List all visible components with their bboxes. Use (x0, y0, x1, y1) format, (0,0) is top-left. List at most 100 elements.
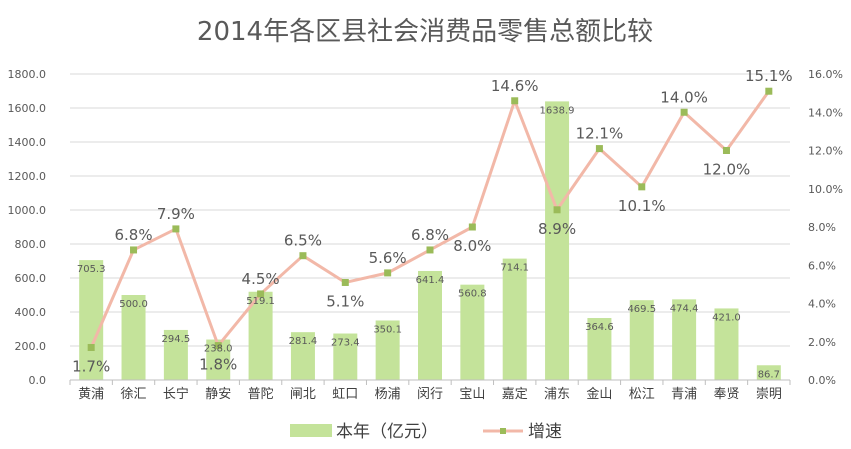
legend-bar-label: 本年（亿元） (336, 422, 438, 442)
x-tick-label: 闵行 (417, 387, 443, 402)
x-tick-label: 徐汇 (121, 387, 147, 402)
line-marker (341, 278, 349, 286)
x-tick-label: 崇明 (756, 387, 782, 402)
bar (460, 284, 485, 380)
line-marker (722, 147, 730, 154)
y-tick-label: 1000.0 (8, 204, 47, 217)
bar (121, 295, 146, 380)
x-tick-label: 黄浦 (78, 387, 104, 402)
line-data-label: 8.0% (453, 237, 491, 255)
line-marker (553, 206, 561, 214)
y-tick-label: 200.0 (15, 340, 47, 353)
line-marker (257, 290, 265, 298)
axes: 0.0 200.0 400.0 600.0 800.0 1000.0 1200.0 1400.… (8, 68, 843, 402)
line-marker (214, 342, 222, 350)
line-data-label: 1.7% (72, 357, 110, 375)
bar (248, 291, 273, 380)
x-tick-label: 静安 (205, 387, 231, 402)
x-tick-label: 浦东 (544, 387, 570, 402)
bar (545, 101, 570, 381)
bar-data-label: 86.7 (758, 369, 780, 380)
y-tick-label: 1400.0 (8, 136, 47, 149)
y2-tick-label: 14.0% (808, 106, 843, 119)
bar-data-label: 294.5 (162, 334, 191, 345)
line-marker (468, 223, 476, 231)
y2-tick-label: 16.0% (808, 68, 843, 81)
bar (79, 260, 104, 380)
bar (502, 258, 527, 380)
bar (333, 333, 358, 380)
line-marker (87, 343, 95, 351)
bar-data-label: 519.1 (246, 296, 275, 307)
bar (714, 308, 739, 380)
x-tick-label: 虹口 (332, 387, 358, 402)
x-tick-label: 长宁 (163, 386, 189, 402)
bar (163, 329, 188, 380)
line-data-label: 1.8% (199, 356, 237, 374)
bar-data-label: 500.0 (119, 299, 148, 310)
line-data-label: 14.0% (660, 88, 708, 106)
line-data-label: 5.6% (369, 249, 407, 267)
bar-data-label: 350.1 (373, 324, 402, 335)
bar-data-label: 560.8 (458, 289, 487, 300)
x-tick-label: 杨浦 (375, 387, 401, 402)
line-data-label: 12.0% (703, 161, 751, 179)
line-marker (595, 145, 603, 153)
line-marker (680, 108, 688, 116)
line-data-label: 14.6% (491, 77, 539, 95)
line-marker (299, 252, 307, 260)
line-marker (765, 87, 773, 95)
bar (629, 300, 654, 380)
bar-data-label: 421.0 (712, 312, 741, 323)
legend-bar-swatch (290, 424, 332, 437)
bar (756, 365, 781, 380)
line-marker (511, 97, 519, 105)
legend-line-label: 增速 (528, 422, 562, 442)
y2-tick-label: 4.0% (808, 298, 836, 311)
gridlines (70, 73, 790, 381)
bar-data-label: 1638.9 (540, 105, 575, 116)
y2-tick-label: 2.0% (808, 336, 836, 349)
bar-data-label: 714.1 (500, 263, 529, 274)
bar-data-label: 238.0 (204, 344, 233, 355)
line-data-label: 6.5% (284, 232, 322, 250)
line-marker (384, 269, 392, 277)
line-marker (130, 246, 138, 254)
x-tick-label: 奉贤 (713, 387, 739, 402)
line-data-label: 5.1% (326, 292, 364, 310)
line-marker (638, 183, 646, 191)
y2-tick-label: 12.0% (808, 145, 843, 158)
bar (672, 299, 697, 380)
y2-tick-label: 0.0% (808, 374, 836, 387)
chart-title: 2014年各区县社会消费品零售总额比较 (197, 17, 653, 47)
line-data-label: 10.1% (618, 197, 666, 215)
x-tick-label: 嘉定 (502, 387, 528, 402)
data-labels: 705.3 500.0 294.5 238.0 519.1 281.4 273.4 350.1… (72, 67, 793, 380)
line-marker (172, 225, 180, 233)
x-tick-label: 普陀 (248, 386, 274, 402)
legend: 本年（亿元） 增速 (290, 422, 562, 442)
bar-data-label: 364.6 (585, 322, 614, 333)
x-tick-label: 宝山 (459, 387, 485, 402)
y2-tick-label: 6.0% (808, 259, 836, 272)
line-data-label: 8.9% (538, 220, 576, 238)
y2-tick-label: 10.0% (808, 183, 843, 196)
line-series (87, 87, 773, 351)
bar (587, 318, 612, 380)
x-tick-label: 松江 (629, 387, 655, 402)
bar-data-label: 281.4 (289, 336, 318, 347)
bar (375, 320, 400, 380)
y-tick-label: 600.0 (15, 272, 47, 285)
y-tick-label: 400.0 (15, 306, 47, 319)
line-data-label: 6.8% (411, 226, 449, 244)
line-data-label: 15.1% (745, 67, 793, 85)
bar (290, 332, 315, 380)
x-tick-label: 金山 (586, 386, 612, 402)
y-tick-label: 1200.0 (8, 170, 47, 183)
legend-line-marker (500, 428, 506, 434)
line-data-label: 6.8% (114, 226, 152, 244)
x-tick-label: 青浦 (671, 387, 697, 402)
line-marker (426, 246, 434, 254)
